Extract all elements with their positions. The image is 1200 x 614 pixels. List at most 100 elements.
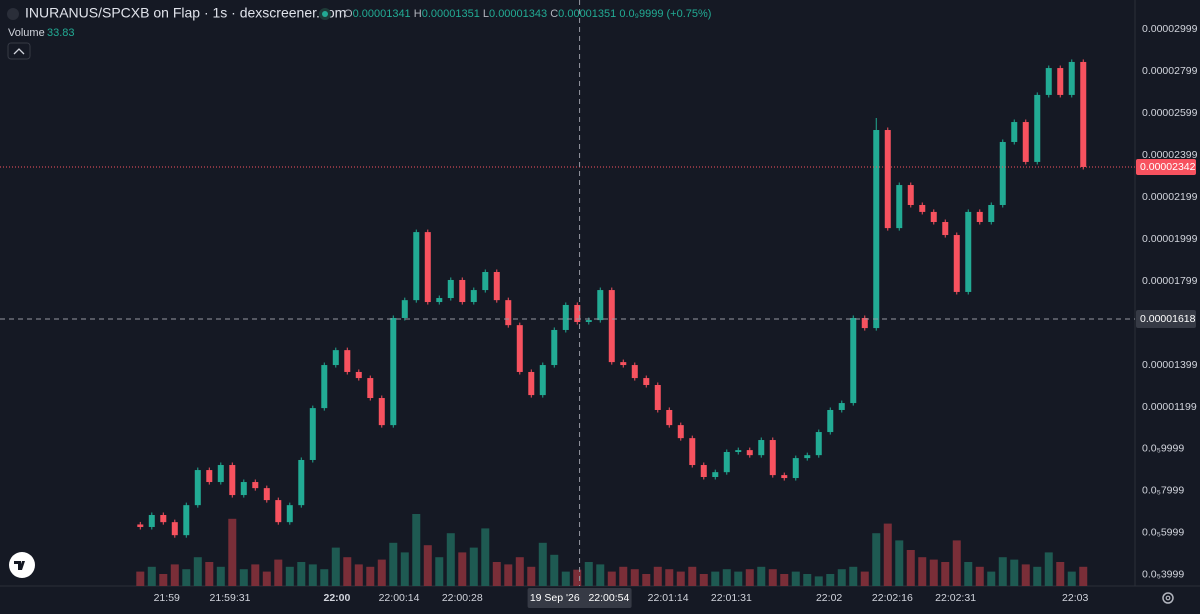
- volume-bar: [308, 564, 317, 586]
- candle-body: [666, 409, 673, 426]
- volume-bar: [550, 554, 559, 586]
- volume-bar: [446, 533, 455, 586]
- volume-bar: [285, 566, 294, 586]
- candle-body: [229, 465, 236, 496]
- candle-body: [976, 211, 983, 223]
- volume-bar: [435, 557, 444, 586]
- candle-body: [562, 304, 569, 330]
- volume-bar: [504, 564, 513, 586]
- candle-body: [965, 211, 972, 292]
- volume-bar: [987, 571, 996, 586]
- volume-bar: [918, 557, 927, 586]
- volume-bar: [584, 562, 593, 586]
- candle-body: [551, 329, 558, 366]
- candle-body: [470, 290, 477, 303]
- candle-body: [1011, 122, 1018, 142]
- button-frame[interactable]: [7, 42, 31, 60]
- ohlc-value: 0.00001351: [422, 8, 480, 20]
- tv-logo[interactable]: [9, 552, 35, 578]
- candle-body: [758, 440, 765, 456]
- y-tick-label: 0.00002199: [1142, 191, 1198, 203]
- candle-body: [148, 515, 155, 527]
- candle-body: [804, 455, 811, 459]
- y-tick-label: 0.0₅5999: [1142, 527, 1184, 539]
- volume-bar: [262, 571, 271, 586]
- volume-bar: [538, 542, 547, 586]
- candle-body: [654, 384, 661, 410]
- volume-bar: [895, 540, 904, 586]
- volume-bar: [665, 569, 674, 586]
- x-tick-label: 22:01:31: [711, 592, 752, 604]
- candle-body: [838, 403, 845, 410]
- volume-bar: [274, 559, 283, 586]
- crosshair-x-box: [527, 588, 632, 608]
- candle-body: [332, 350, 339, 366]
- candle-body: [781, 475, 788, 479]
- y-tick-label: 0.0₅9999: [1142, 443, 1184, 455]
- volume-bar: [768, 569, 777, 586]
- volume-bar: [366, 566, 375, 586]
- candle-body: [1045, 68, 1052, 95]
- candle-body: [447, 279, 454, 299]
- chevron-icon: [13, 48, 25, 55]
- volume-bar: [998, 557, 1007, 586]
- candle-body: [378, 398, 385, 426]
- volume-bar: [780, 574, 789, 586]
- x-tick-label: 21:59: [154, 592, 180, 604]
- y-tick-label: 0.00002799: [1142, 65, 1198, 77]
- volume-bar: [596, 564, 605, 586]
- volume-bar: [343, 557, 352, 586]
- candle-body: [459, 279, 466, 303]
- volume-bar: [527, 566, 536, 586]
- x-tick-label: 22:00:28: [442, 592, 483, 604]
- settings-button[interactable]: [1162, 592, 1174, 604]
- gear-icon[interactable]: [1162, 592, 1174, 604]
- candle-body: [827, 409, 834, 433]
- candle-body: [217, 465, 224, 483]
- y-tick-label: 0.00002399: [1142, 149, 1198, 161]
- y-tick-label: 0.00002599: [1142, 107, 1198, 119]
- candle-body: [206, 470, 213, 483]
- candle-body: [413, 232, 420, 301]
- candle-body: [723, 451, 730, 473]
- candle-body: [689, 438, 696, 466]
- candle-body: [919, 204, 926, 212]
- volume-bar: [757, 566, 766, 586]
- volume-bar: [975, 566, 984, 586]
- candle-body: [1068, 61, 1075, 95]
- candle-body: [907, 185, 914, 205]
- ohlc-label: O: [344, 8, 353, 20]
- candle-body: [999, 141, 1006, 205]
- volume-bar: [837, 569, 846, 586]
- volume-bar: [607, 571, 616, 586]
- token-icon: [7, 8, 19, 20]
- volume-bar: [941, 562, 950, 586]
- candle-body: [850, 317, 857, 404]
- volume-bar: [745, 569, 754, 586]
- volume-bar: [1067, 571, 1076, 586]
- volume-bar: [906, 550, 915, 586]
- ohlc-value: 0.00001351: [558, 8, 616, 20]
- volume-bar: [814, 576, 823, 586]
- candle-body: [815, 432, 822, 456]
- candle-body: [631, 365, 638, 379]
- volume-bar: [205, 562, 214, 586]
- candle-body: [505, 300, 512, 326]
- collapse-button[interactable]: [7, 42, 31, 60]
- candle-body: [953, 235, 960, 292]
- y-tick-label: 0.00001799: [1142, 275, 1198, 287]
- candle-body: [321, 365, 328, 409]
- volume-bar: [1044, 552, 1053, 586]
- volume-bar: [964, 562, 973, 586]
- candle-body: [988, 204, 995, 223]
- candle-body: [137, 524, 144, 527]
- volume-bar: [389, 542, 398, 586]
- y-tick-label: 0.00001199: [1142, 401, 1197, 413]
- volume-bar: [1079, 566, 1088, 586]
- x-tick-label: 22:00: [324, 592, 351, 604]
- candle-body: [873, 130, 880, 329]
- candle-body: [884, 130, 891, 229]
- candle-body: [401, 300, 408, 318]
- x-tick-label: 22:01:14: [648, 592, 689, 604]
